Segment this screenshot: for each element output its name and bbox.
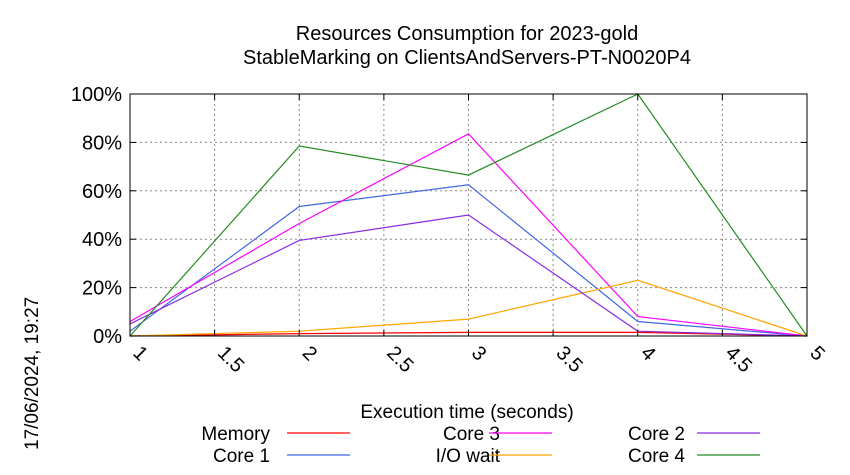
x-axis-label: Execution time (seconds) <box>360 402 573 423</box>
x-tick-label: 2.5 <box>382 342 417 377</box>
series-line-core-1 <box>129 184 808 337</box>
legend-item-core-3: Core 3 <box>443 424 552 445</box>
x-tick-label: 4.5 <box>721 342 756 377</box>
legend-label: Memory <box>201 424 270 445</box>
series-line-core-4 <box>129 93 808 337</box>
y-tick-label: 80% <box>82 132 122 154</box>
series-line-i-o-wait <box>129 279 808 337</box>
y-axis-ticks: 0% 20% 40% 60% 80% 100% <box>71 84 807 348</box>
legend-label: Core 1 <box>213 446 270 467</box>
legend-label: I/O wait <box>436 446 501 467</box>
x-tick-label: 1 <box>128 342 151 365</box>
chart-title: Resources Consumption for 2023-gold <box>296 23 638 45</box>
legend-item-core-4: Core 4 <box>628 446 760 467</box>
legend-item-i-o-wait: I/O wait <box>436 446 552 467</box>
x-tick-label: 5 <box>805 342 828 365</box>
y-tick-label: 0% <box>93 326 122 348</box>
y-tick-label: 60% <box>82 181 122 203</box>
x-tick-label: 3.5 <box>552 342 587 377</box>
x-tick-label: 4 <box>636 342 659 365</box>
y-tick-label: 100% <box>71 84 122 106</box>
series-line-core-3 <box>129 133 808 337</box>
legend-item-memory: Memory <box>201 424 350 445</box>
chart-subtitle: StableMarking on ClientsAndServers-PT-N0… <box>243 47 691 69</box>
x-tick-label: 3 <box>467 342 490 365</box>
legend-item-core-1: Core 1 <box>213 446 350 467</box>
x-tick-label: 1.5 <box>213 342 248 377</box>
timestamp-label: 17/06/2024, 19:27 <box>22 297 43 450</box>
legend-label: Core 4 <box>628 446 685 467</box>
legend-item-core-2: Core 2 <box>628 424 760 445</box>
x-tick-label: 2 <box>298 342 321 365</box>
series-lines <box>129 93 808 337</box>
y-tick-label: 40% <box>82 229 122 251</box>
series-line-core-2 <box>129 214 808 337</box>
y-tick-label: 20% <box>82 278 122 300</box>
legend-label: Core 2 <box>628 424 685 445</box>
legend-label: Core 3 <box>443 424 500 445</box>
